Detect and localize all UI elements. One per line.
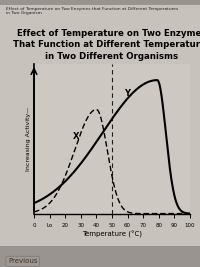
Y-axis label: Increasing Activity—: Increasing Activity— xyxy=(26,107,31,171)
Title: Effect of Temperature on Two Enzymes
That Function at Different Temperatures
in : Effect of Temperature on Two Enzymes Tha… xyxy=(13,29,200,61)
Text: Effect of Temperature on Two Enzymes that Function at Different Temperatures: Effect of Temperature on Two Enzymes tha… xyxy=(6,7,178,11)
X-axis label: Temperature (°C): Temperature (°C) xyxy=(82,230,142,238)
Text: Y: Y xyxy=(124,89,130,98)
Text: in Two Organism: in Two Organism xyxy=(6,11,42,15)
Text: Previous: Previous xyxy=(8,258,38,264)
Text: X: X xyxy=(73,132,80,141)
